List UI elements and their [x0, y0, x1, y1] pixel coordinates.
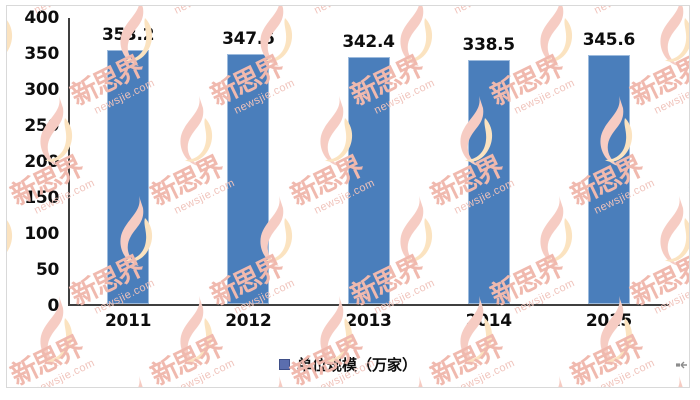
- y-axis-tick-label: 0: [47, 296, 59, 316]
- bar-2014[interactable]: [467, 60, 510, 304]
- chart-plot-wrapper: 400 350 300 250 200 150 100 50 0 353.2 347.6 342.4…: [7, 6, 689, 387]
- x-axis-tick-label: 2011: [105, 311, 152, 331]
- y-axis-tick-label: 150: [24, 188, 59, 208]
- y-axis-tick-label: 200: [24, 152, 59, 172]
- bar-value-label: 338.5: [462, 35, 516, 56]
- x-axis-tick-label: 2013: [345, 311, 392, 331]
- y-axis-tick-label: 400: [24, 8, 59, 28]
- y-axis-tick-label: 50: [35, 260, 59, 280]
- x-axis: 2011 2012 2013 2014 2015: [68, 311, 669, 337]
- left-arrow-marker-icon: [676, 361, 687, 369]
- bar-2012[interactable]: [227, 53, 270, 304]
- bar-value-label: 342.4: [342, 32, 395, 53]
- y-axis-tick-label: 300: [24, 80, 59, 100]
- y-axis-tick-label: 250: [24, 116, 59, 136]
- plot-area: 353.2 347.6 342.4 338.5 345.6: [68, 18, 669, 306]
- x-axis-tick-label: 2015: [585, 311, 632, 331]
- x-axis-line: [68, 304, 669, 306]
- x-axis-tick-label: 2014: [465, 311, 512, 331]
- legend-label: 单位规模（万家）: [296, 356, 417, 374]
- x-axis-tick-label: 2012: [225, 311, 272, 331]
- bar-value-label: 345.6: [582, 30, 636, 51]
- bar-2015[interactable]: [587, 55, 630, 304]
- y-axis-tick-label: 350: [24, 44, 59, 64]
- y-axis-tick-label: 100: [24, 224, 59, 244]
- bar-value-label: 353.2: [101, 24, 155, 45]
- legend-swatch-icon: [278, 359, 290, 370]
- bar-2013[interactable]: [347, 57, 390, 304]
- bar-2011[interactable]: [107, 49, 150, 304]
- chart-frame: 新思界 newsjie.com 新思界 newsjie.com 新思界 newsjie.c…: [6, 5, 690, 388]
- bar-value-label: 347.6: [222, 28, 275, 49]
- y-axis-line: [68, 18, 70, 306]
- chart-legend: 单位规模（万家）: [7, 354, 689, 375]
- y-axis: 400 350 300 250 200 150 100 50 0: [7, 8, 63, 316]
